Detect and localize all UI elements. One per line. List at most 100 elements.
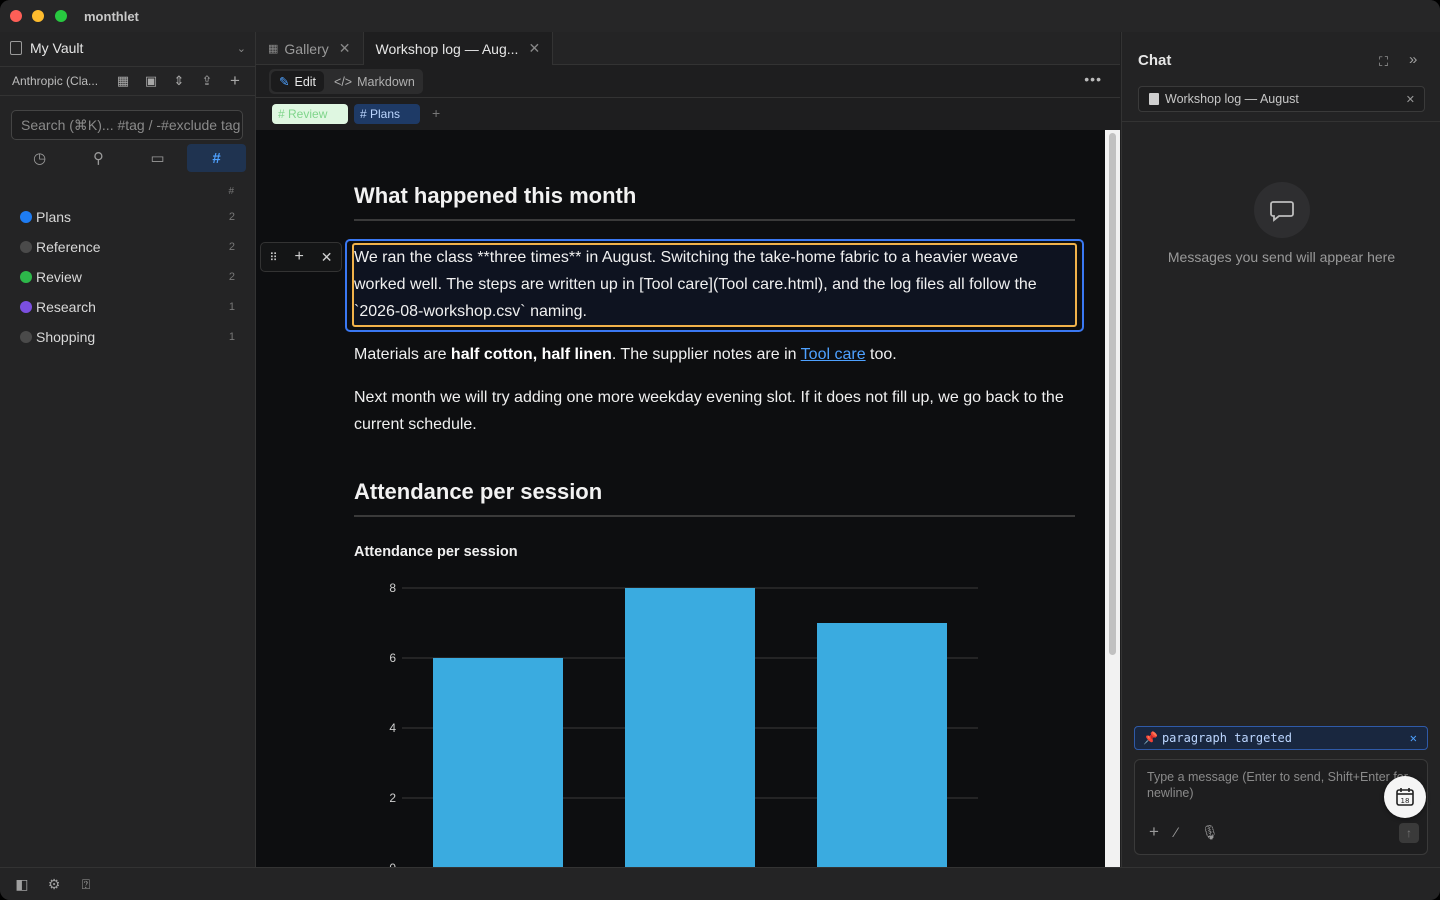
send-button[interactable]: ↑: [1399, 823, 1419, 843]
text: too.: [865, 346, 897, 363]
note-tag-review[interactable]: # Review: [272, 104, 348, 124]
recent-icon[interactable]: ◷: [32, 150, 47, 167]
calendar-fab-icon[interactable]: 18: [1384, 776, 1426, 818]
gallery-grid-icon: ▦: [268, 43, 279, 55]
add-block-icon[interactable]: +: [294, 248, 304, 265]
mode-switch: ✎ Edit </> Markdown: [269, 69, 423, 94]
tag-color-dot: [20, 301, 32, 313]
target-label: paragraph targeted: [1161, 731, 1292, 745]
close-icon[interactable]: ✕: [320, 248, 333, 265]
collapse-panel-icon[interactable]: »: [1409, 51, 1418, 68]
tag-count: 2: [228, 241, 235, 253]
folder-icon[interactable]: ▭: [150, 150, 165, 167]
paragraph-next-month[interactable]: Next month we will try adding one more w…: [354, 389, 1064, 433]
chat-composer[interactable]: Type a message (Enter to send, Shift+Ent…: [1134, 759, 1428, 855]
chat-panel: Chat ⛶ » Workshop log — August ✕ Message…: [1121, 32, 1440, 867]
remove-context-icon[interactable]: ✕: [1405, 93, 1415, 106]
context-doc-label: Workshop log — August: [1165, 92, 1299, 106]
minimize-window-button[interactable]: [32, 10, 44, 22]
tag-item-review[interactable]: Review 2: [0, 262, 256, 292]
scrollbar-thumb[interactable]: [1109, 133, 1116, 655]
y-tick-label: 6: [389, 651, 396, 665]
tab-label: Gallery: [284, 40, 329, 57]
tag-count: 1: [228, 301, 235, 313]
tag-label: Shopping: [36, 329, 96, 345]
paragraph-raw-markdown[interactable]: We ran the class **three times** in Augu…: [354, 249, 1037, 320]
drag-handle-icon[interactable]: ⠿: [269, 251, 278, 264]
tags-hash-icon[interactable]: #: [187, 144, 246, 172]
tag-list: Plans 2 Reference 2 Review 2 Research 1 …: [0, 202, 256, 352]
chevron-down-icon: ⌄: [236, 43, 246, 55]
toggle-sidebar-icon[interactable]: ◧: [15, 876, 29, 892]
paragraph-materials[interactable]: Materials are half cotton, half linen. T…: [354, 341, 1064, 368]
calendar-icon[interactable]: ▣: [144, 73, 158, 88]
tool-care-link[interactable]: Tool care: [800, 346, 866, 363]
paragraph-target-chip: 📌 paragraph targeted ✕: [1134, 726, 1428, 750]
clear-target-icon[interactable]: ✕: [1409, 731, 1417, 745]
tag-label: Reference: [36, 239, 101, 255]
chart-bar: [625, 588, 755, 867]
block-selection-outline: [345, 239, 1084, 332]
tag-item-reference[interactable]: Reference 2: [0, 232, 256, 262]
message-input[interactable]: Type a message (Enter to send, Shift+Ent…: [1147, 770, 1408, 800]
tag-item-plans[interactable]: Plans 2: [0, 202, 256, 232]
tag-color-dot: [20, 271, 32, 283]
note-tag-plans[interactable]: # Plans: [354, 104, 420, 124]
settings-gear-icon[interactable]: ⚙: [47, 876, 61, 892]
y-tick-label: 2: [389, 791, 396, 805]
pin-icon[interactable]: ⚲: [93, 150, 104, 167]
status-bar: ◧ ⚙ ⍰: [0, 867, 1440, 900]
targeted-paragraph-block[interactable]: [352, 243, 1077, 327]
close-tab-icon[interactable]: ✕: [338, 40, 351, 56]
tab-label: Workshop log — Aug...: [375, 40, 519, 57]
expand-icon[interactable]: ⛶: [1379, 54, 1389, 69]
tag-color-dot: [20, 211, 32, 223]
markdown-label: Markdown: [357, 74, 415, 89]
new-note-icon[interactable]: +: [230, 71, 240, 90]
tag-count: 2: [228, 211, 235, 223]
attendance-bar-chart: 0 2 4 6 8: [389, 581, 978, 867]
grid-icon[interactable]: ▦: [116, 73, 130, 88]
editor-canvas[interactable]: What happened this month ⠿ + ✕ We ran th…: [256, 130, 1105, 867]
more-options-icon[interactable]: •••: [1084, 71, 1102, 87]
edit-mode-button[interactable]: ✎ Edit: [271, 71, 325, 92]
tag-label: Review: [36, 269, 82, 285]
provider-selector[interactable]: Anthropic (Cla...: [12, 74, 99, 88]
tag-label: Plans: [36, 209, 72, 225]
markdown-mode-button[interactable]: </> Markdown: [326, 69, 423, 94]
text: Materials are: [354, 346, 451, 363]
editor-toolbar: ✎ Edit </> Markdown •••: [256, 65, 1120, 98]
divider: [1122, 121, 1440, 122]
tab-gallery[interactable]: ▦ Gallery ✕: [256, 32, 364, 65]
vault-switcher[interactable]: My Vault ⌄: [0, 32, 256, 64]
close-tab-icon[interactable]: ✕: [528, 40, 541, 56]
vault-book-icon: [10, 41, 22, 55]
sidebar: My Vault ⌄ Anthropic (Cla... ▦ ▣ ⇕ ⇪ + S…: [0, 32, 256, 867]
close-window-button[interactable]: [10, 10, 22, 22]
y-tick-label: 4: [389, 721, 396, 735]
context-document-chip[interactable]: Workshop log — August ✕: [1138, 86, 1425, 112]
pencil-icon: ✎: [279, 75, 290, 89]
block-toolbar: ⠿ + ✕: [260, 242, 342, 272]
tab-workshop-log[interactable]: Workshop log — Aug... ✕: [363, 32, 554, 65]
slash-command-icon[interactable]: ⁄: [1175, 824, 1178, 840]
zoom-window-button[interactable]: [55, 10, 67, 22]
message-bubble-icon: [1254, 182, 1310, 238]
sort-icon[interactable]: ⇕: [173, 73, 185, 88]
editor-scrollbar[interactable]: [1105, 130, 1120, 867]
tag-item-research[interactable]: Research 1: [0, 292, 256, 322]
pushpin-icon: 📌: [1143, 731, 1158, 745]
tag-count: 2: [228, 271, 235, 283]
microphone-icon[interactable]: 🎙: [1201, 824, 1219, 840]
attach-icon[interactable]: +: [1149, 822, 1159, 841]
search-input[interactable]: Search (⌘K)... #tag / -#exclude tag: [11, 110, 243, 140]
tag-color-dot: [20, 241, 32, 253]
help-icon[interactable]: ⍰: [81, 876, 91, 892]
svg-text:18: 18: [1401, 797, 1410, 805]
add-tag-button[interactable]: +: [432, 105, 441, 121]
app-title: monthlet: [84, 9, 139, 24]
tag-color-dot: [20, 331, 32, 343]
upload-icon[interactable]: ⇪: [201, 73, 213, 88]
tag-item-shopping[interactable]: Shopping 1: [0, 322, 256, 352]
